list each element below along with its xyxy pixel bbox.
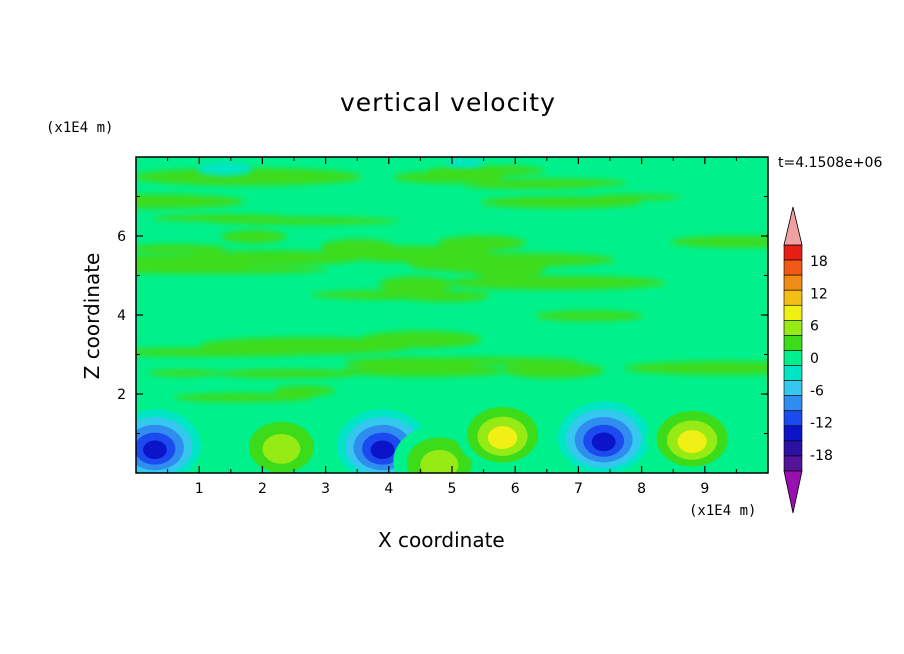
streak (437, 235, 526, 251)
streak (464, 181, 597, 190)
updraft-cell (456, 397, 549, 470)
x-unit-label: (x1E4 m) (689, 503, 757, 519)
colorbar-min-triangle (783, 470, 803, 514)
colorbar-bin (783, 440, 803, 457)
updraft-cell (646, 401, 739, 473)
heatmap-field (136, 157, 768, 473)
y-tick-label: 2 (117, 387, 126, 403)
x-tick-label: 1 (195, 481, 204, 497)
contour-level (591, 432, 616, 452)
colorbar-tick-label: 12 (810, 286, 828, 302)
y-tick-label: 4 (117, 308, 126, 324)
contour-level (262, 434, 301, 464)
chart-title: vertical velocity (340, 88, 556, 117)
colorbar: 18 12 6 0 -6 -12 -18 (783, 206, 833, 514)
streak (535, 310, 644, 322)
plot-axes: 1 2 3 4 5 6 7 8 9 2 4 6 (117, 156, 769, 497)
streak (214, 369, 360, 379)
contour-level (677, 430, 707, 453)
colorbar-bin (783, 350, 803, 366)
streak (379, 276, 454, 293)
colorbar-max-triangle (783, 206, 803, 246)
contour-level (143, 440, 167, 460)
time-label: t=4.1508e+06 (778, 155, 883, 171)
y-unit-label: (x1E4 m) (46, 120, 114, 136)
streak (136, 347, 326, 357)
colorbar-tick-label: 18 (810, 254, 828, 270)
streak (136, 244, 228, 254)
downdraft-cell (557, 401, 650, 473)
colorbar-bin (783, 304, 803, 321)
streak (590, 194, 681, 201)
streak (273, 385, 336, 396)
colorbar-tick-label: 0 (810, 351, 819, 367)
streak (360, 330, 482, 348)
colorbar-tick-label: -6 (810, 383, 824, 399)
x-tick-label: 9 (700, 481, 709, 497)
x-tick-label: 5 (448, 481, 457, 497)
cyan-patch (444, 158, 485, 168)
colorbar-bin (783, 455, 803, 472)
streak (221, 230, 287, 244)
colorbar-bin (783, 335, 803, 351)
streak (502, 362, 605, 379)
colorbar-bin (783, 320, 803, 336)
colorbar-bin (783, 289, 803, 306)
streak (624, 361, 768, 375)
x-tick-label: 2 (258, 481, 267, 497)
streak (369, 357, 582, 365)
colorbar-bin (783, 274, 803, 291)
streak (173, 393, 314, 403)
streak (147, 369, 223, 377)
x-tick-label: 4 (384, 481, 393, 497)
updraft-cell (235, 409, 328, 473)
streak (206, 217, 400, 225)
colorbar-tick-label: -18 (810, 448, 833, 464)
colorbar-bin (783, 425, 803, 442)
colorbar-tick-label: 6 (810, 319, 819, 335)
contour-level (420, 449, 459, 473)
x-tick-label: 3 (321, 481, 330, 497)
y-tick-label: 6 (117, 229, 126, 245)
streak (136, 194, 246, 209)
streak (310, 290, 492, 300)
x-tick-label: 8 (637, 481, 646, 497)
cyan-patch (196, 162, 253, 176)
colorbar-bin (783, 365, 803, 381)
streak (428, 256, 511, 273)
colorbar-bin (783, 395, 803, 412)
streak (442, 275, 666, 290)
contour-level (487, 426, 518, 450)
streak (670, 235, 768, 248)
streak (393, 171, 504, 184)
x-tick-label: 6 (511, 481, 520, 497)
streak (341, 365, 508, 377)
colorbar-bin (783, 259, 803, 276)
downdraft-cell (136, 409, 201, 473)
colorbar-bin (783, 380, 803, 396)
contour-level (370, 440, 395, 460)
colorbar-tick-label: -12 (810, 416, 833, 432)
y-axis-title: Z coordinate (80, 252, 104, 380)
colorbar-bin (783, 244, 803, 261)
colorbar-bin (783, 410, 803, 427)
x-tick-label: 7 (574, 481, 583, 497)
streak (480, 196, 642, 209)
streak (180, 250, 364, 266)
background-streaks (136, 165, 768, 403)
x-axis-title: X coordinate (378, 528, 505, 552)
